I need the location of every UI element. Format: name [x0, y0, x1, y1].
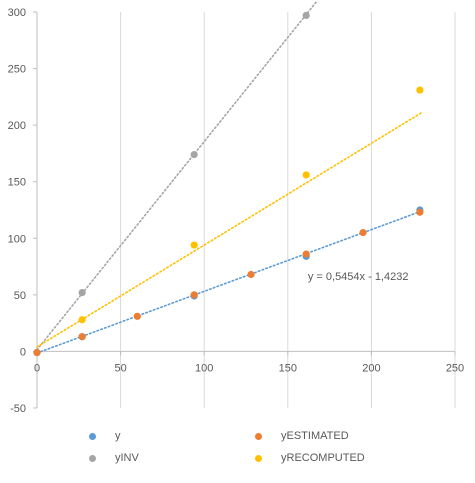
trendline-layer: [36, 0, 423, 354]
trendline-equation-label: y = 0,5454x - 1,4232: [308, 271, 409, 283]
point-yinv: [190, 150, 198, 159]
y-tick-label: 200: [8, 120, 26, 132]
y-tick-label: 300: [8, 7, 26, 19]
y-tick-label: 50: [14, 290, 26, 302]
point-yrecomputed: [190, 241, 198, 249]
point-yrecomputed: [302, 171, 310, 179]
point-yinv: [78, 288, 86, 297]
point-yrecomputed: [416, 86, 424, 94]
axis-layer: [33, 11, 456, 409]
x-tick-label: 150: [279, 362, 297, 374]
y-tick-label: 0: [20, 346, 26, 358]
x-tick-label: 200: [362, 362, 380, 374]
x-tick-label: 0: [34, 362, 40, 374]
point-yestimated: [359, 229, 367, 237]
point-yestimated: [190, 291, 198, 299]
point-yrecomputed: [78, 316, 86, 324]
point-yestimated: [416, 208, 424, 216]
y-tick-label: 100: [8, 233, 26, 245]
x-tick-label: 250: [446, 362, 464, 374]
point-yestimated: [133, 312, 141, 320]
point-yestimated: [78, 333, 86, 341]
y-tick-label: 250: [8, 64, 26, 76]
point-layer: [33, 11, 424, 357]
trendline-yrecomputed: [36, 111, 423, 348]
trendline-yinv: [36, 0, 319, 351]
point-yestimated: [247, 270, 255, 279]
point-yestimated: [33, 348, 41, 357]
trendline-y: [36, 210, 423, 354]
y-tick-label: -50: [10, 403, 26, 415]
point-yinv: [302, 11, 310, 19]
y-tick-label: 150: [8, 177, 26, 189]
x-tick-label: 100: [195, 362, 213, 374]
x-tick-label: 50: [114, 362, 126, 374]
label-layer: -50 0 50 100 150 200 250 300 0 50 100 150 200 250 y = …: [8, 7, 465, 415]
point-yestimated: [302, 250, 310, 258]
grid-layer: [120, 12, 456, 408]
